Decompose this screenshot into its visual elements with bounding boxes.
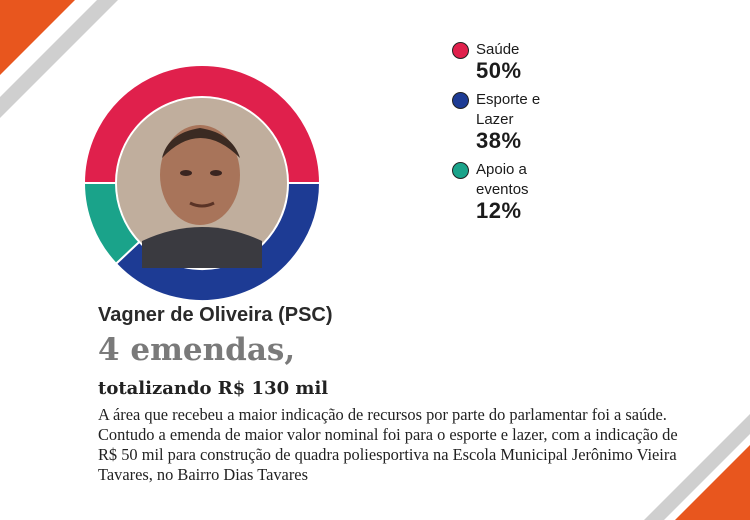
donut-slice-2 xyxy=(82,182,141,266)
legend-item-saude: Saúde 50% xyxy=(452,40,602,82)
amendments-count: 4 emendas, xyxy=(98,332,296,368)
legend-label: Saúde xyxy=(476,41,520,58)
donut-chart xyxy=(82,64,322,302)
bottom-right-corner-decoration xyxy=(644,414,750,520)
legend-value: 50% xyxy=(476,58,522,83)
legend-item-esporte: Esporte e Lazer 38% xyxy=(452,90,602,152)
legend-swatch-saude xyxy=(452,42,469,59)
donut-slice-0 xyxy=(82,64,322,184)
amendments-total: totalizando R$ 130 mil xyxy=(98,378,329,399)
legend-value: 12% xyxy=(476,198,522,223)
politician-name: Vagner de Oliveira (PSC) xyxy=(98,304,333,326)
legend-swatch-esporte xyxy=(452,92,469,109)
legend-label: Apoio a eventos xyxy=(476,161,529,198)
legend-swatch-apoio xyxy=(452,162,469,179)
legend-value: 38% xyxy=(476,128,522,153)
top-left-corner-decoration xyxy=(0,0,118,118)
donut-slice-1 xyxy=(114,182,322,302)
chart-legend: Saúde 50% Esporte e Lazer 38% Apoio a ev… xyxy=(452,40,602,230)
legend-label: Esporte e Lazer xyxy=(476,91,541,128)
description-paragraph: A área que recebeu a maior indicação de … xyxy=(98,405,678,484)
legend-item-apoio: Apoio a eventos 12% xyxy=(452,160,602,222)
portrait-photo xyxy=(117,98,287,268)
